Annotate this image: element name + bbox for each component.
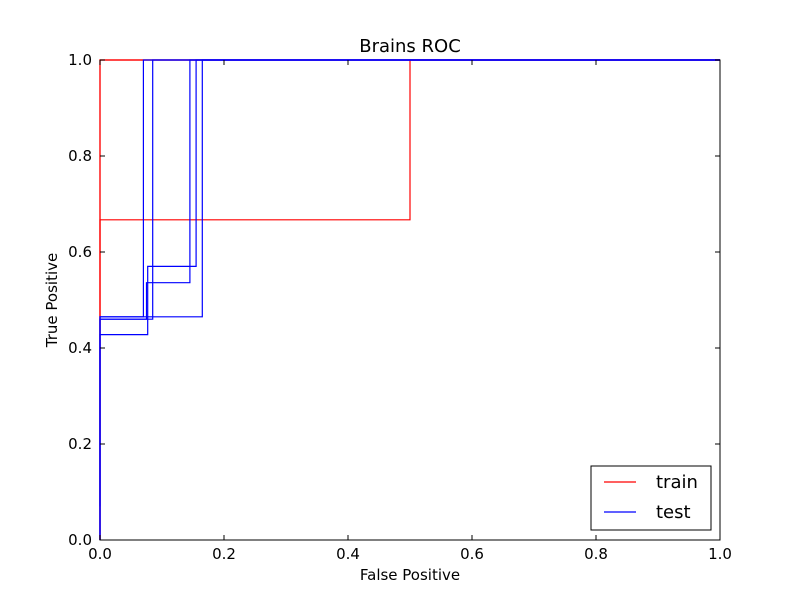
tick-layer: 0.0 0.2 0.4 0.6 0.8 1.0 0.0 0.2 0.4 0.6 0.8 1.0 (68, 51, 732, 563)
y-axis-title: True Positive (43, 253, 61, 348)
y-tick-label: 0.8 (68, 147, 92, 165)
x-tick-label: 1.0 (708, 545, 732, 563)
legend: train test (590, 465, 712, 531)
x-tick-label: 0.6 (460, 545, 484, 563)
x-tick-label: 0.2 (212, 545, 236, 563)
y-tick-label: 0.4 (68, 339, 92, 357)
series-layer (99, 59, 720, 540)
x-tick-label: 0.8 (584, 545, 608, 563)
y-tick-label: 1.0 (68, 51, 92, 69)
y-tick-label: 0.2 (68, 435, 92, 453)
x-tick-label: 0.4 (336, 545, 360, 563)
legend-label-test: test (656, 502, 691, 523)
y-tick-label: 0.6 (68, 243, 92, 261)
chart-title: Brains ROC (359, 36, 461, 57)
legend-box (590, 465, 712, 531)
x-axis-title: False Positive (360, 566, 460, 584)
y-tick-label: 0.0 (68, 531, 92, 549)
series-test-curve-4 (99, 59, 720, 540)
legend-label-train: train (656, 472, 698, 493)
x-tick-label: 0.0 (88, 545, 112, 563)
